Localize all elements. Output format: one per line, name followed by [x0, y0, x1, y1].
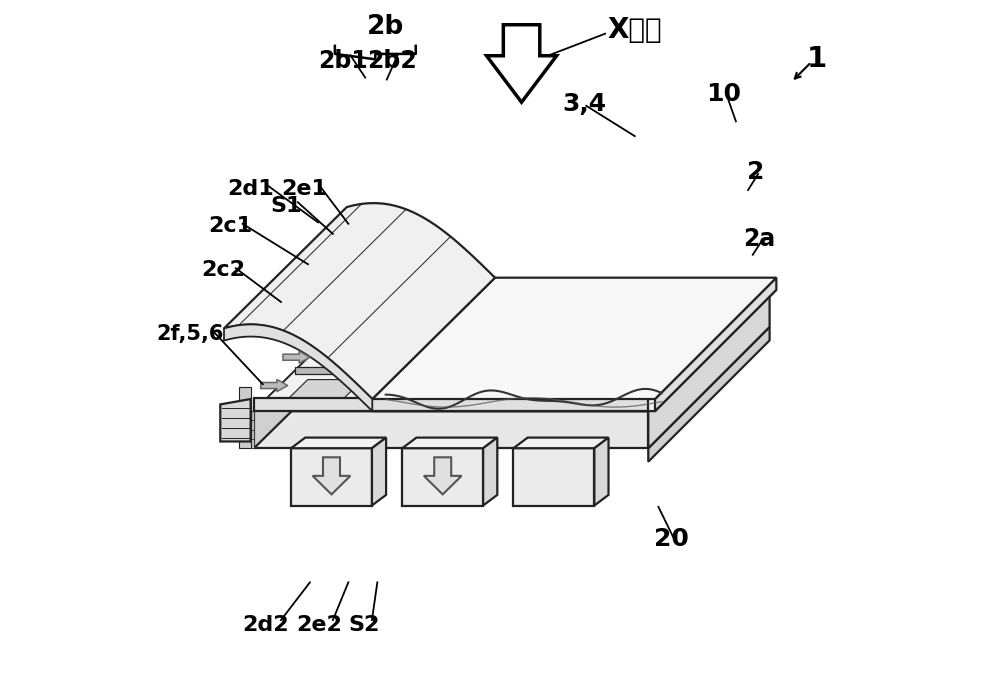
Polygon shape	[285, 379, 363, 402]
Text: S2: S2	[348, 615, 380, 636]
Polygon shape	[590, 330, 729, 371]
Text: 3,4: 3,4	[562, 92, 606, 117]
Polygon shape	[336, 327, 729, 334]
Polygon shape	[239, 387, 251, 424]
Polygon shape	[372, 437, 386, 506]
Polygon shape	[621, 339, 699, 362]
Polygon shape	[220, 399, 251, 441]
Polygon shape	[533, 290, 672, 330]
Polygon shape	[336, 290, 475, 330]
Polygon shape	[239, 411, 251, 448]
Polygon shape	[254, 290, 770, 411]
Polygon shape	[261, 379, 288, 392]
Polygon shape	[648, 327, 770, 462]
Polygon shape	[424, 457, 462, 495]
Polygon shape	[383, 379, 461, 402]
Polygon shape	[482, 379, 560, 402]
Polygon shape	[367, 299, 445, 321]
Polygon shape	[254, 411, 648, 448]
Polygon shape	[254, 371, 394, 411]
Polygon shape	[295, 330, 434, 371]
Text: 2f,5,6: 2f,5,6	[156, 324, 224, 344]
Polygon shape	[465, 299, 543, 321]
Polygon shape	[402, 437, 497, 448]
Polygon shape	[563, 299, 641, 321]
Polygon shape	[224, 324, 372, 411]
Polygon shape	[251, 439, 254, 448]
Polygon shape	[251, 430, 254, 439]
Polygon shape	[547, 290, 674, 411]
Polygon shape	[372, 290, 776, 411]
Polygon shape	[648, 290, 770, 448]
Text: 20: 20	[654, 527, 689, 551]
Polygon shape	[513, 448, 594, 506]
Polygon shape	[631, 290, 770, 330]
Polygon shape	[239, 399, 251, 436]
Text: 2: 2	[747, 160, 765, 184]
Polygon shape	[513, 437, 609, 448]
Polygon shape	[251, 421, 254, 430]
Polygon shape	[594, 437, 609, 506]
Polygon shape	[283, 351, 310, 363]
Polygon shape	[402, 448, 483, 506]
Text: 2d1: 2d1	[227, 179, 274, 199]
Polygon shape	[251, 411, 254, 421]
Polygon shape	[350, 290, 478, 411]
Text: S1: S1	[270, 195, 301, 216]
Text: 2b2: 2b2	[367, 49, 417, 73]
Polygon shape	[326, 339, 404, 362]
Polygon shape	[394, 330, 533, 371]
Text: 2c2: 2c2	[202, 259, 246, 280]
Polygon shape	[254, 398, 648, 411]
Polygon shape	[224, 203, 495, 399]
Polygon shape	[353, 371, 492, 411]
Text: 1: 1	[807, 45, 827, 73]
Polygon shape	[451, 371, 590, 411]
Polygon shape	[523, 339, 600, 362]
Polygon shape	[487, 25, 557, 102]
Text: 2b1: 2b1	[318, 49, 368, 73]
Polygon shape	[550, 371, 689, 411]
Polygon shape	[434, 290, 573, 330]
Polygon shape	[655, 278, 776, 411]
Polygon shape	[291, 437, 386, 448]
Polygon shape	[448, 290, 576, 411]
Polygon shape	[580, 379, 658, 402]
Text: 2e1: 2e1	[282, 179, 328, 199]
Polygon shape	[661, 299, 739, 321]
Text: 10: 10	[706, 82, 741, 106]
Text: 2e2: 2e2	[296, 615, 342, 636]
Text: 2c1: 2c1	[208, 216, 252, 236]
Polygon shape	[291, 448, 372, 506]
Polygon shape	[254, 290, 377, 448]
Polygon shape	[483, 437, 497, 506]
Polygon shape	[492, 330, 631, 371]
Polygon shape	[372, 278, 776, 399]
Text: 2d2: 2d2	[242, 615, 289, 636]
Polygon shape	[295, 367, 689, 374]
Text: 2a: 2a	[743, 227, 776, 251]
Polygon shape	[313, 457, 350, 495]
Text: X射线: X射线	[608, 16, 662, 44]
Text: 2b: 2b	[367, 14, 404, 40]
Polygon shape	[424, 339, 502, 362]
